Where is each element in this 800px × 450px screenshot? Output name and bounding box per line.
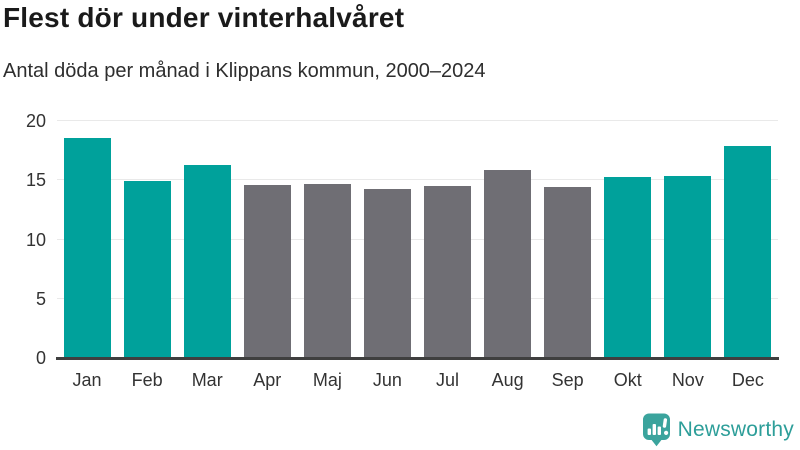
bar-slot-feb [117, 121, 177, 358]
x-axis-label-apr: Apr [253, 370, 282, 390]
x-axis: Jan Feb Mar Apr Maj Jun Jul Aug Sep Okt Nov Dec [57, 368, 778, 392]
bar-slot-dec [718, 121, 778, 358]
bar-slot-apr [237, 121, 297, 358]
logo-bubble-shape [642, 413, 670, 447]
bar-slot-okt [598, 121, 658, 358]
bar-chart: 0 5 10 15 20 Jan Feb Mar Apr Maj Jun Jul Aug Sep Okt N… [0, 110, 800, 400]
bar-aug [484, 169, 532, 358]
bar-jun [363, 188, 411, 358]
chart-subtitle: Antal döda per månad i Klippans kommun, … [3, 60, 486, 82]
y-axis-tick-label-20: 20 [25, 111, 46, 131]
gridline-20 [57, 120, 778, 121]
y-axis: 0 5 10 15 20 [0, 110, 46, 400]
gridline-10 [57, 238, 778, 240]
x-axis-label-jul: Jul [436, 370, 460, 390]
x-axis-label-jan: Jan [72, 370, 102, 390]
bar-slot-jul [417, 121, 477, 358]
x-axis-label-okt: Okt [613, 370, 642, 390]
plot-area [56, 120, 779, 360]
bar-okt [604, 176, 652, 358]
bar-slot-jun [357, 121, 417, 358]
x-axis-label-feb: Feb [131, 370, 163, 390]
x-axis-label-jun: Jun [372, 370, 402, 390]
newsworthy-logo-icon [642, 413, 670, 447]
chart-title: Flest dör under vinterhalvåret [3, 2, 405, 33]
y-axis-tick-label-5: 5 [35, 288, 46, 309]
x-axis-label-maj: Maj [312, 370, 342, 390]
y-axis-tick-label-10: 10 [25, 229, 46, 250]
brand-name: Newsworthy [677, 418, 794, 441]
x-axis-label-mar: Mar [191, 370, 223, 390]
bar-mar [183, 164, 231, 358]
bar-jul [424, 186, 471, 358]
gridline-5 [57, 297, 778, 299]
bar-slot-maj [297, 121, 357, 358]
x-axis-line [56, 357, 779, 360]
bar-nov [664, 175, 712, 358]
bar-slot-nov [658, 121, 718, 358]
bars-container [57, 121, 778, 358]
x-axis-label-aug: Aug [491, 370, 524, 390]
newsworthy-brand: Newsworthy [642, 413, 794, 447]
y-axis-tick-label-0: 0 [35, 348, 46, 368]
x-axis-label-sep: Sep [551, 370, 584, 390]
bar-apr [243, 185, 291, 358]
bar-sep [544, 187, 592, 358]
bar-maj [303, 183, 351, 358]
bar-jan [63, 137, 111, 358]
x-axis-label-nov: Nov [671, 370, 704, 390]
bar-feb [123, 181, 171, 358]
bar-dec [724, 145, 772, 358]
x-axis-label-dec: Dec [731, 370, 764, 390]
bar-slot-sep [538, 121, 598, 358]
gridline-15 [57, 179, 778, 181]
bar-slot-mar [177, 121, 237, 358]
bar-slot-aug [478, 121, 538, 358]
y-axis-tick-label-15: 15 [25, 170, 46, 191]
bar-slot-jan [57, 121, 117, 358]
